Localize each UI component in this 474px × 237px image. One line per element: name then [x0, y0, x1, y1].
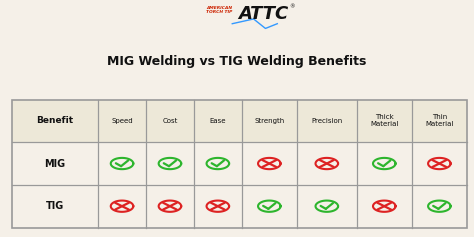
Text: Thin
Material: Thin Material — [425, 114, 454, 128]
Text: Precision: Precision — [311, 118, 342, 124]
Text: MIG: MIG — [45, 159, 65, 169]
Text: TIG: TIG — [46, 201, 64, 211]
Text: MIG Welding vs TIG Welding Benefits: MIG Welding vs TIG Welding Benefits — [107, 55, 367, 68]
Text: ATTC: ATTC — [238, 5, 288, 23]
FancyBboxPatch shape — [12, 100, 467, 142]
Text: AMERICAN
TORCH TIP: AMERICAN TORCH TIP — [206, 6, 232, 14]
Text: Ease: Ease — [210, 118, 226, 124]
Text: Cost: Cost — [162, 118, 178, 124]
Text: Benefit: Benefit — [36, 116, 73, 125]
Text: Speed: Speed — [111, 118, 133, 124]
Text: Thick
Material: Thick Material — [370, 114, 399, 128]
Text: Strength: Strength — [254, 118, 284, 124]
Text: ®: ® — [289, 5, 294, 10]
